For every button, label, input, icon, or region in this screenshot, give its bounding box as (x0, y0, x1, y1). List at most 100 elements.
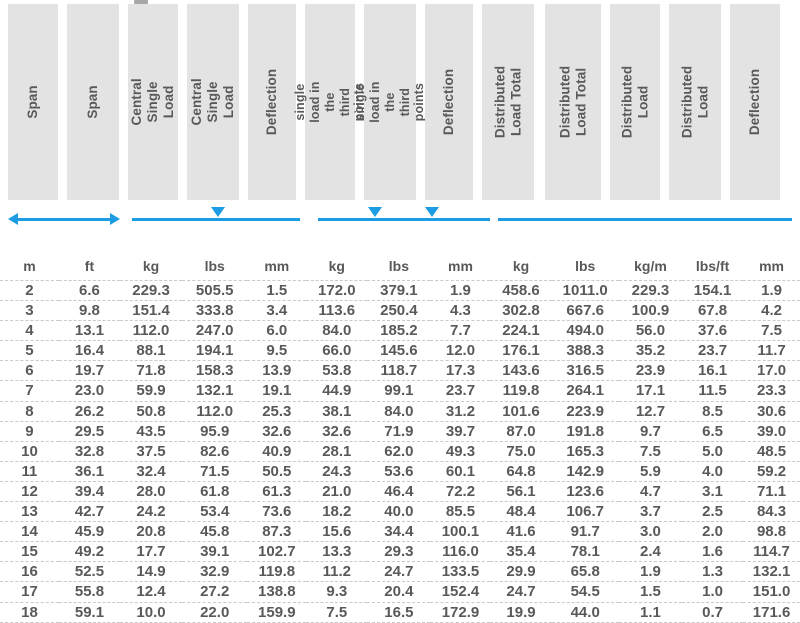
beam-diagram-indicator-band (0, 200, 800, 230)
data-cell: 6.6 (79, 282, 100, 299)
data-cell: 18.2 (322, 503, 352, 521)
data-cell: 1.9 (640, 563, 661, 581)
column-header-label: single load in the third points (352, 81, 427, 123)
span-m-cell: 10 (21, 442, 38, 460)
data-cell: 9.8 (79, 302, 100, 320)
data-cell: 152.4 (441, 583, 480, 601)
span-m-cell: 4 (25, 322, 34, 340)
table-row: 5 16.4 88.1 194.1 9.5 66.0 145.6 12.0 176.1 388.3… (0, 341, 800, 361)
data-cell: 56.0 (635, 322, 666, 340)
data-cell: 116.0 (442, 543, 479, 561)
table-row: 12 39.4 28.0 61.8 61.3 21.0 46.4 72.2 56.1 123.6 4… (0, 481, 800, 502)
data-cell: 667.6 (566, 302, 604, 320)
data-cell: 48.5 (756, 442, 787, 460)
data-cell: 16.1 (697, 362, 728, 380)
span-arrow-line (16, 218, 112, 221)
unit-cell-6: kg (328, 258, 345, 274)
table-row: 18 59.1 10.0 22.0 159.9 7.5 16.5 172.9 19.9 44.0 1… (0, 602, 800, 623)
data-cell: 119.8 (258, 563, 296, 581)
data-cell: 494.0 (566, 322, 604, 340)
table-row: 11 36.1 32.4 71.5 50.5 24.3 53.6 60.1 64.8 142.9 5… (0, 461, 800, 482)
unit-cell-2: ft (84, 258, 95, 274)
data-cell: 24.3 (322, 462, 352, 480)
column-header-2: Span (67, 4, 119, 200)
data-cell: 87.3 (262, 523, 292, 541)
unit-cell-13: mm (759, 258, 784, 274)
data-cell: 32.6 (322, 422, 352, 440)
data-cell: 1.0 (702, 583, 723, 601)
data-cell: 61.3 (262, 482, 292, 500)
third-points-marker-1-icon (368, 207, 382, 217)
data-cell: 333.8 (195, 302, 234, 320)
data-cell: 29.3 (384, 543, 414, 561)
data-cell: 49.2 (74, 543, 105, 561)
unit-cell-4: lbs (204, 258, 225, 274)
data-cell: 23.7 (445, 382, 476, 400)
table-row: 4 13.1 112.0 247.0 6.0 84.0 185.2 7.7 224.1 494.0… (0, 321, 800, 341)
data-cell: 61.8 (200, 482, 230, 500)
data-cell: 4.2 (761, 302, 782, 320)
data-cell: 59.1 (74, 603, 105, 621)
data-cell: 43.5 (136, 422, 166, 440)
data-cell: 5.0 (702, 442, 723, 460)
data-cell: 39.4 (74, 482, 105, 500)
data-cell: 98.8 (756, 523, 787, 541)
data-cell: 41.6 (506, 523, 536, 541)
unit-cell-10: lbs (575, 258, 596, 274)
column-header-11: Distributed Load (610, 4, 660, 200)
data-cell: 2.4 (640, 543, 661, 561)
span-m-cell: 5 (25, 342, 34, 360)
data-cell: 40.0 (384, 503, 414, 521)
data-cell: 194.1 (195, 342, 234, 360)
data-cell: 172.9 (441, 603, 480, 621)
data-cell: 247.0 (195, 322, 234, 340)
data-cell: 40.9 (262, 442, 292, 460)
unit-cell-9: kg (512, 258, 530, 274)
data-cell: 4.0 (702, 462, 723, 480)
data-cell: 1.5 (266, 282, 288, 299)
data-cell: 1.3 (702, 563, 723, 581)
data-cell: 113.6 (318, 302, 356, 320)
column-header-label: Distributed Load (679, 65, 711, 139)
span-m-cell: 13 (21, 503, 38, 521)
data-cell: 99.1 (384, 382, 414, 400)
data-cell: 142.9 (566, 462, 604, 480)
data-cell: 13.1 (74, 322, 105, 340)
column-header-label: Distributed Load (619, 65, 651, 139)
data-cell: 35.4 (506, 543, 536, 561)
data-cell: 44.0 (570, 603, 600, 621)
data-cell: 73.6 (262, 503, 292, 521)
data-cell: 9.7 (640, 422, 661, 440)
data-cell: 71.9 (384, 422, 414, 440)
span-m-cell: 9 (25, 422, 34, 440)
data-cell: 3.1 (702, 482, 723, 500)
unit-row: m ft kg lbs mm kg lbs mm kg lbs kg/m lbs/ft mm (0, 252, 800, 281)
table-row: 10 32.8 37.5 82.6 40.9 28.1 62.0 49.3 75.0 165.3 7… (0, 441, 800, 462)
data-cell: 31.2 (445, 402, 476, 420)
column-header-label: Span (25, 85, 41, 119)
data-cell: 38.1 (322, 402, 352, 420)
unit-cell-12: lbs/ft (695, 258, 730, 274)
data-cell: 10.0 (136, 603, 166, 621)
data-cell: 95.9 (200, 422, 230, 440)
data-cell: 112.0 (196, 402, 234, 420)
data-cell: 13.9 (262, 362, 292, 380)
data-cell: 27.2 (200, 583, 230, 601)
data-cell: 100.9 (631, 302, 670, 320)
column-header-4: Central Single Load (187, 4, 239, 200)
data-cell: 60.1 (445, 462, 476, 480)
data-cell: 12.4 (136, 583, 166, 601)
data-cell: 23.3 (756, 382, 787, 400)
data-cell: 88.1 (136, 342, 166, 360)
column-header-7: single load in the third points (353, 4, 426, 200)
table-row: 8 26.2 50.8 112.0 25.3 38.1 84.0 31.2 101.6 223.9… (0, 401, 800, 422)
data-cell: 49.3 (445, 442, 476, 460)
unit-cell-7: lbs (388, 258, 409, 274)
unit-cell-11: kg/m (634, 258, 667, 274)
data-cell: 65.8 (570, 563, 600, 581)
data-cell: 52.5 (74, 563, 105, 581)
data-cell: 17.1 (635, 382, 666, 400)
data-cell: 102.7 (258, 543, 296, 561)
column-header-label: Central Single Load (189, 78, 236, 126)
table-unit-header-row: m ft kg lbs mm kg lbs mm kg lbs kg/m lbs/ft mm (0, 252, 800, 281)
